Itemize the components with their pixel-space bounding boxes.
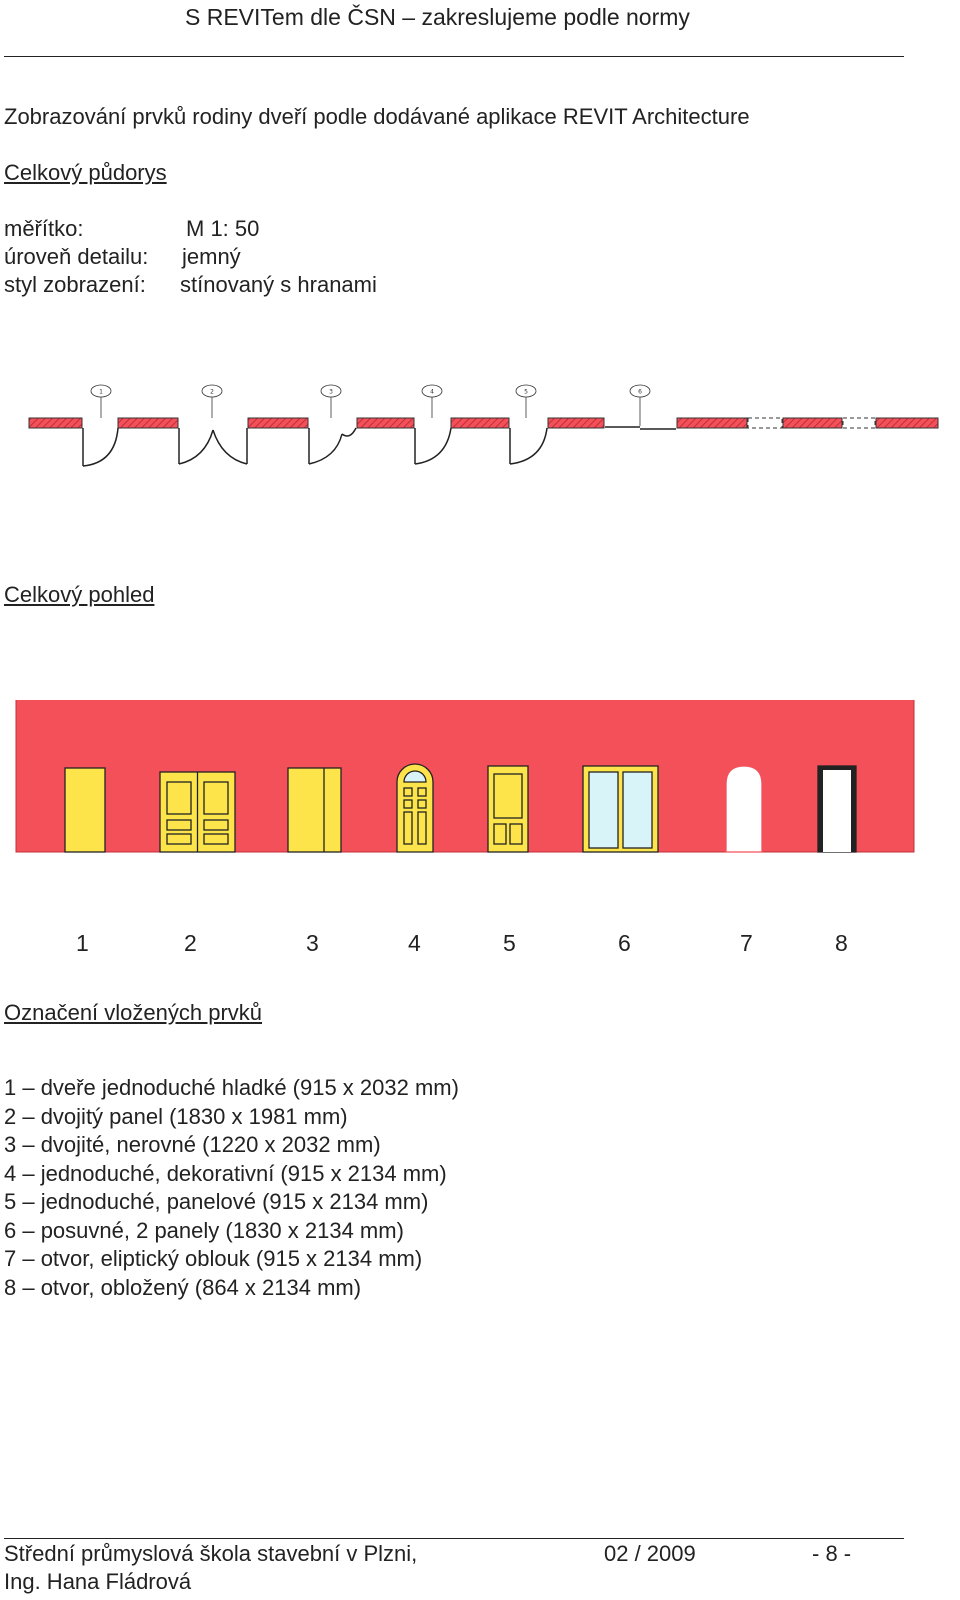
plan-tag-6: 6: [638, 389, 642, 396]
legend-item: 6 – posuvné, 2 panely (1830 x 2134 mm): [4, 1217, 404, 1243]
footer-author: Ing. Hana Fládrová: [4, 1569, 192, 1594]
footer-school: Střední průmyslová škola stavební v Plzn…: [4, 1541, 418, 1566]
plan-tag-2: 2: [210, 389, 214, 396]
door-5-elevation: [487, 765, 529, 853]
door-tags: [90, 384, 651, 426]
intro-text: Zobrazování prvků rodiny dveří podle dod…: [4, 104, 750, 129]
legend-item: 4 – jednoduché, dekorativní (915 x 2134 …: [4, 1160, 447, 1186]
elevation-number-3: 3: [306, 930, 319, 956]
door-1-elevation: [64, 767, 106, 853]
elevation-number-8: 8: [835, 930, 848, 956]
door-4-elevation: [396, 763, 434, 853]
param-style-label: styl zobrazení:: [4, 272, 146, 297]
elevation-number-4: 4: [408, 930, 421, 956]
legend-item: 7 – otvor, eliptický oblouk (915 x 2134 …: [4, 1246, 423, 1271]
header-rule: [4, 56, 904, 57]
wall-segments: [28, 417, 939, 429]
elevation-number-6: 6: [618, 930, 631, 956]
footer-date: 02 / 2009: [604, 1541, 696, 1566]
param-scale-label: měřítko:: [4, 216, 84, 241]
plan-tag-3: 3: [329, 389, 333, 396]
plan-heading: Celkový půdorys: [4, 160, 167, 185]
opening-7-elevation: [725, 765, 763, 853]
elevation-number-5: 5: [503, 930, 516, 956]
plan-tag-5: 5: [524, 389, 528, 396]
legend-item: 3 – dvojité, nerovné (1220 x 2032 mm): [4, 1132, 381, 1157]
param-scale-value: M 1: 50: [186, 216, 260, 241]
elevation-number-7: 7: [740, 930, 753, 956]
wall-elevation: [15, 700, 915, 853]
legend-heading: Označení vložených prvků: [4, 1000, 263, 1025]
legend-item: 1 – dveře jednoduché hladké (915 x 2032 …: [4, 1075, 459, 1100]
elevation-number-2: 2: [184, 930, 197, 956]
elevation-heading: Celkový pohled: [4, 582, 155, 607]
param-detail-label: úroveň detailu:: [4, 244, 149, 269]
legend-item: 8 – otvor, obložený (864 x 2134 mm): [4, 1274, 362, 1300]
plan-tag-4: 4: [430, 389, 434, 396]
footer-page-number: - 8 -: [812, 1541, 852, 1566]
param-detail-value: jemný: [182, 244, 241, 269]
door-3-elevation: [287, 767, 342, 853]
footer-rule: [4, 1538, 904, 1539]
elevation-drawing: [15, 700, 915, 853]
plan-tag-1: 1: [99, 389, 103, 396]
header-title: S REVITem dle ČSN – zakreslujeme podle n…: [185, 4, 690, 30]
legend-item: 5 – jednoduché, panelové (915 x 2134 mm): [4, 1189, 429, 1214]
param-style-value: stínovaný s hranami: [180, 272, 377, 297]
door-swings: [82, 426, 676, 467]
floor-plan-drawing: 1 2 3 4 5 6: [28, 384, 939, 467]
legend-item: 2 – dvojitý panel (1830 x 1981 mm): [4, 1103, 348, 1129]
legend-list: 1 – dveře jednoduché hladké (915 x 2032 …: [4, 1074, 459, 1302]
openings-dashed: [747, 417, 876, 429]
elevation-number-1: 1: [76, 930, 89, 956]
